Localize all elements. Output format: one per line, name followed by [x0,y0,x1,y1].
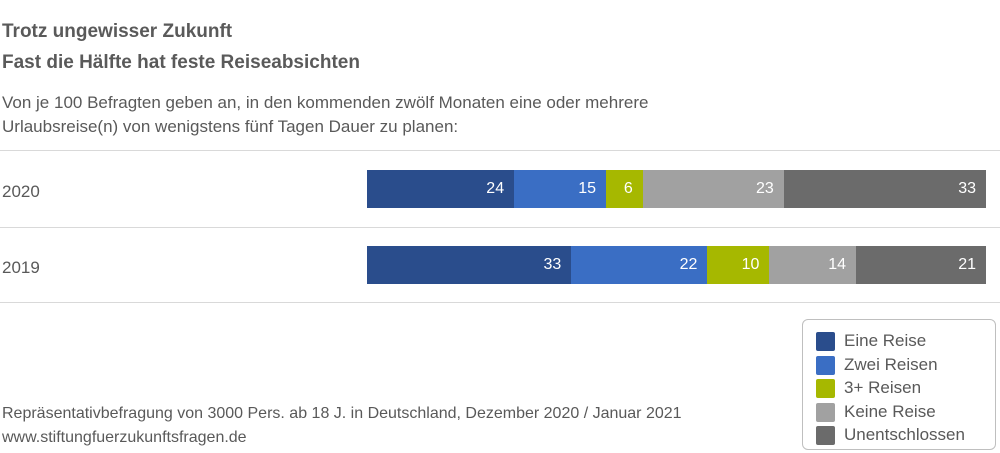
divider-top [0,150,1000,151]
source-note: Repräsentativbefragung von 3000 Pers. ab… [2,405,682,422]
divider-middle [0,227,1000,228]
legend-swatch-drei-plus-reisen [816,378,835,398]
description-line-2: Urlaubsreise(n) von wenigstens fünf Tage… [2,117,459,136]
divider-bottom [0,302,1000,303]
legend-item-eine-reise: Eine Reise [816,330,926,352]
legend-label-unentschlossen: Unentschlossen [844,425,965,444]
legend-item-zwei-reisen: Zwei Reisen [816,354,938,376]
data-label-eine-reise-2020: 24 [486,180,505,197]
bar-segment-unentschlossen-2019 [856,246,986,284]
legend-label-keine-reise: Keine Reise [844,402,936,421]
bar-segment-eine-reise-2020 [367,170,515,208]
chart-description: Von je 100 Befragten geben an, in den ko… [2,91,802,139]
legend-label-drei-plus-reisen: 3+ Reisen [844,378,922,397]
data-label-zwei-reisen-2019: 22 [679,256,698,273]
legend-swatch-keine-reise [816,402,835,422]
data-label-zwei-reisen-2020: 15 [578,180,597,197]
chart-subtitle: Fast die Hälfte hat feste Reiseabsichten [2,52,360,73]
stacked-bar-2020: 24 15 6 23 33 [367,170,986,208]
legend-item-keine-reise: Keine Reise [816,401,936,423]
legend: Eine Reise Zwei Reisen 3+ Reisen Keine R… [802,319,996,450]
bar-segment-zwei-reisen-2020 [514,170,606,208]
legend-item-unentschlossen: Unentschlossen [816,424,965,446]
data-label-3plus-reisen-2020: 6 [623,180,633,197]
bar-segment-unentschlossen-2020 [783,170,986,208]
stacked-bar-2019: 33 22 10 14 21 [367,246,986,284]
bar-segment-zwei-reisen-2019 [571,246,708,284]
data-label-keine-reise-2020: 23 [755,180,774,197]
bar-segment-3plus-reisen-2020 [606,170,643,208]
chart-title: Trotz ungewisser Zukunft [2,21,233,42]
data-label-3plus-reisen-2019: 10 [741,256,760,273]
data-label-eine-reise-2019: 33 [543,256,562,273]
description-line-1: Von je 100 Befragten geben an, in den ko… [2,93,649,112]
legend-label-eine-reise: Eine Reise [844,331,927,350]
row-label-2020: 2020 [2,182,40,201]
data-label-unentschlossen-2020: 33 [958,180,976,197]
bar-segment-keine-reise-2020 [642,170,784,208]
data-label-unentschlossen-2019: 21 [958,256,976,273]
bar-segment-eine-reise-2019 [367,246,572,284]
data-label-keine-reise-2019: 14 [828,256,847,273]
legend-swatch-eine-reise [816,331,835,351]
legend-swatch-zwei-reisen [816,355,835,375]
row-label-2019: 2019 [2,258,40,277]
legend-item-drei-plus-reisen: 3+ Reisen [816,377,921,399]
source-url: www.stiftungfuerzukunftsfragen.de [2,429,247,446]
legend-label-zwei-reisen: Zwei Reisen [844,355,938,374]
legend-swatch-unentschlossen [816,425,835,445]
bar-segment-keine-reise-2019 [769,246,856,284]
bar-segment-3plus-reisen-2019 [707,246,770,284]
